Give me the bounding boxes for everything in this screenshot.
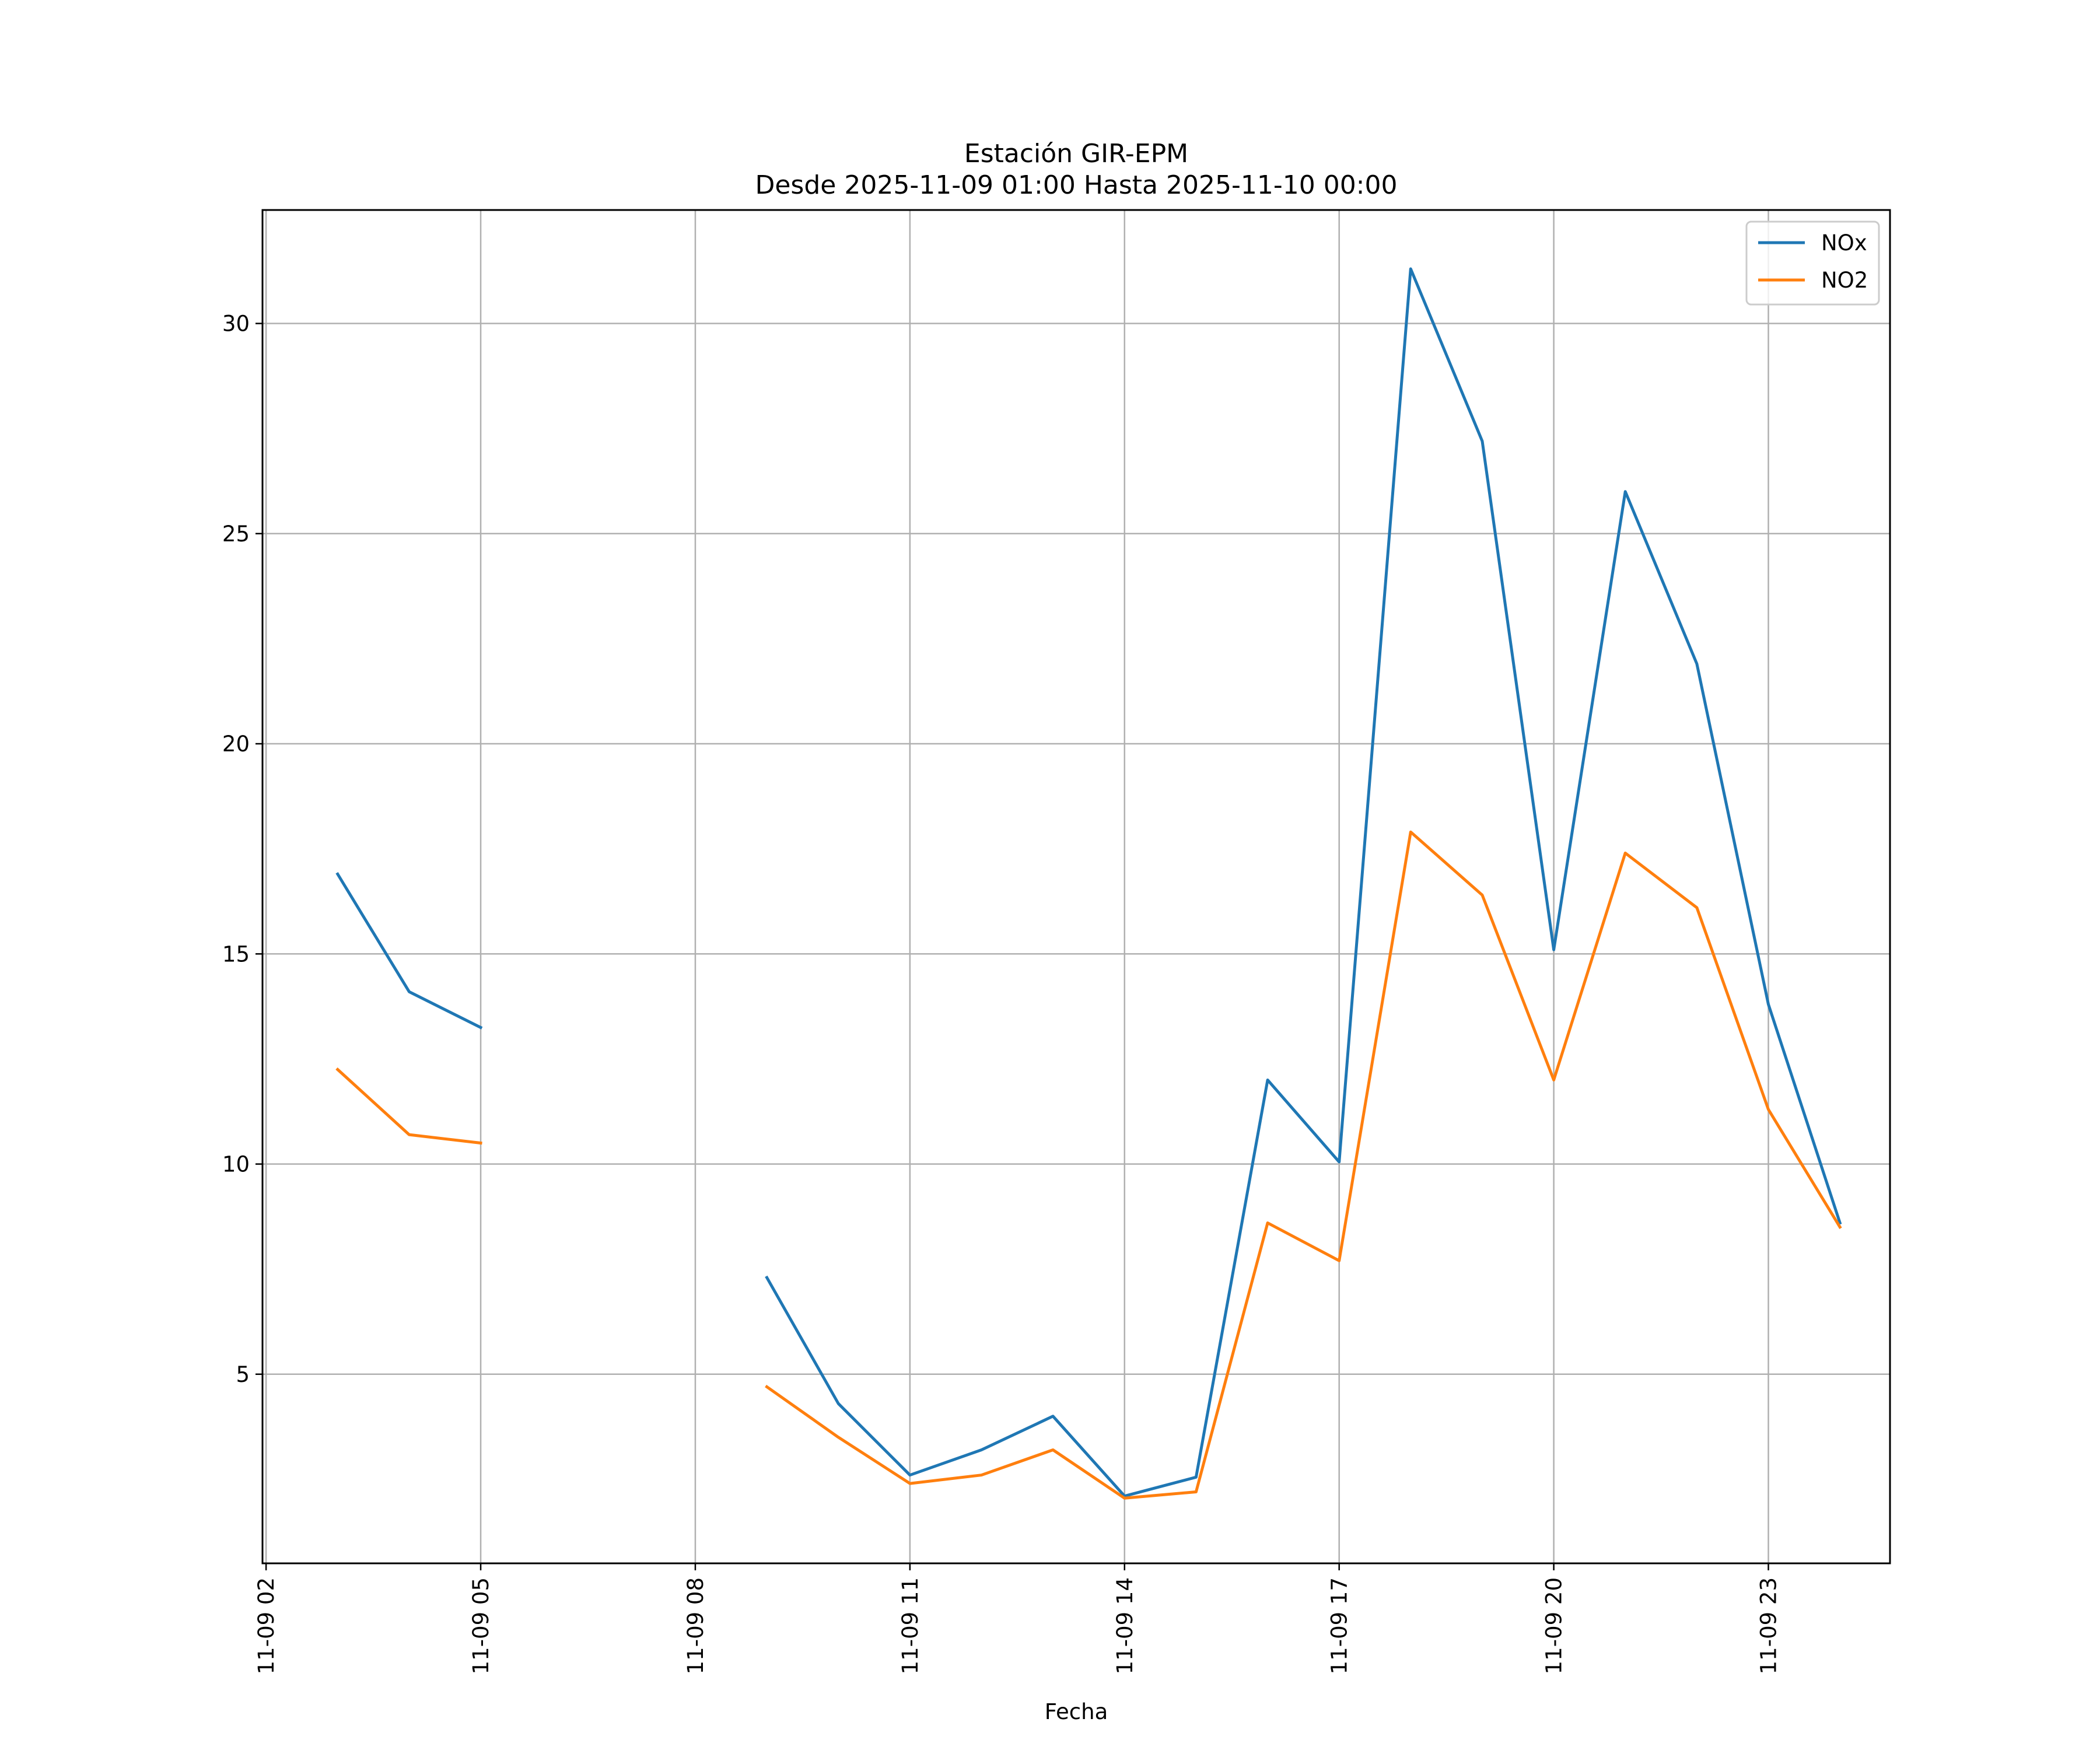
y-axis: 5 10 15 20 25 30 — [222, 312, 262, 1387]
y-tick-label: 30 — [222, 312, 250, 337]
x-tick-label: 11-09 14 — [1112, 1577, 1138, 1674]
grid — [262, 210, 1890, 1563]
y-tick-label: 20 — [222, 732, 250, 757]
x-tick-label: 11-09 05 — [468, 1577, 494, 1674]
x-tick-label: 11-09 23 — [1756, 1577, 1782, 1674]
x-axis: 11-09 02 11-09 05 11-09 08 11-09 11 11-09 14… — [254, 1563, 1782, 1674]
chart-title: Estación GIR-EPM — [964, 139, 1188, 169]
series-line-no2 — [765, 830, 1842, 1500]
x-tick-label: 11-09 20 — [1542, 1577, 1567, 1674]
x-tick-label: 11-09 08 — [683, 1577, 708, 1674]
x-tick-label: 11-09 02 — [254, 1577, 279, 1674]
series-line-no2 — [335, 1067, 482, 1145]
series-layer — [335, 267, 1842, 1500]
plot-frame — [261, 209, 1891, 1564]
y-tick-label: 25 — [222, 522, 250, 547]
series-line-nox — [335, 872, 483, 1030]
y-tick-label: 5 — [236, 1362, 250, 1387]
plot-area — [262, 210, 1890, 1563]
y-tick-label: 15 — [222, 942, 250, 967]
x-tick-label: 11-09 11 — [898, 1577, 923, 1674]
legend-label-no2: NO2 — [1821, 268, 1868, 293]
legend: NOx NO2 — [1745, 220, 1880, 306]
x-axis-label: Fecha — [1045, 1699, 1108, 1724]
chart-subtitle: Desde 2025-11-09 01:00 Hasta 2025-11-10 … — [755, 170, 1397, 200]
legend-label-nox: NOx — [1821, 230, 1867, 256]
x-tick-label: 11-09 17 — [1327, 1577, 1352, 1674]
y-tick-label: 10 — [222, 1152, 250, 1177]
series-line-nox — [765, 267, 1842, 1498]
